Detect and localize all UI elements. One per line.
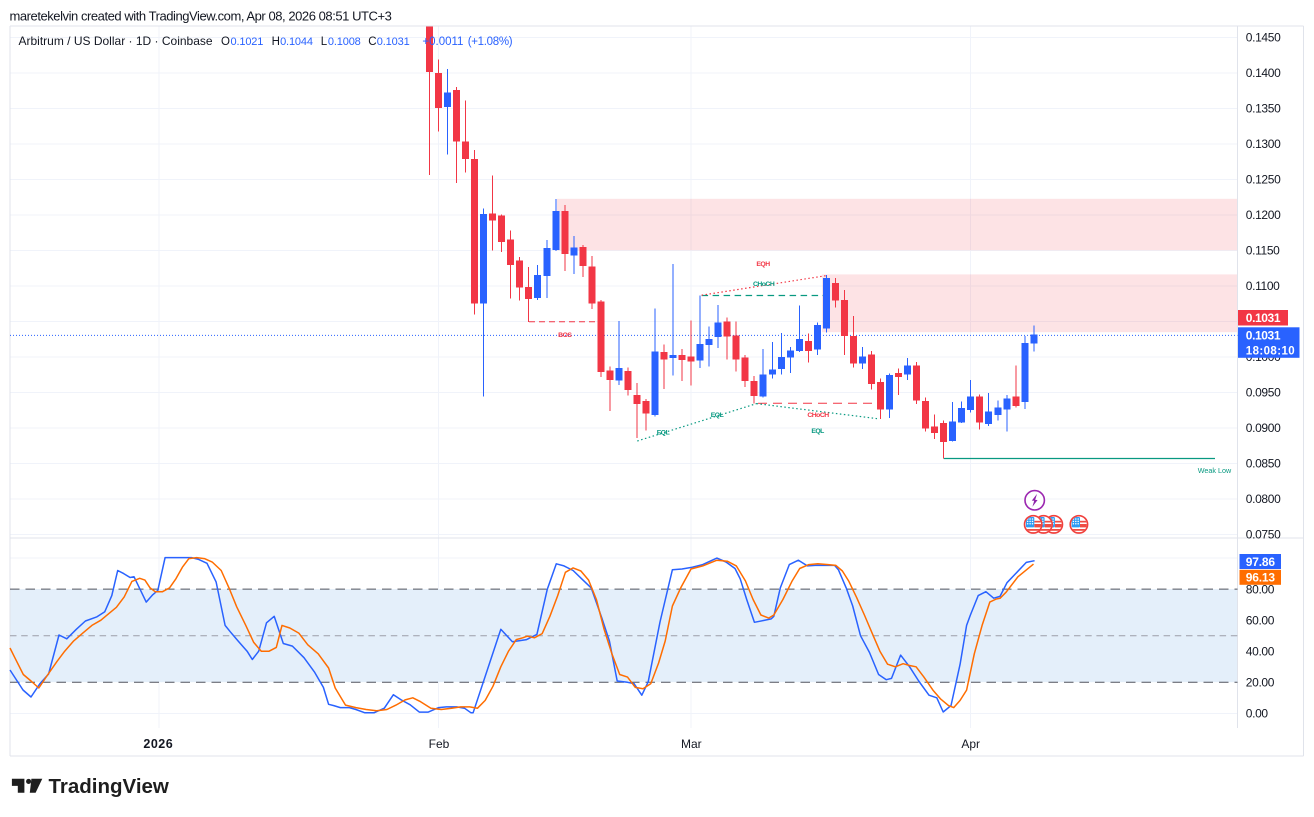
svg-text:BOS: BOS [558, 332, 572, 339]
svg-text:97.86: 97.86 [1246, 555, 1276, 569]
svg-text:0.00: 0.00 [1246, 707, 1269, 721]
svg-text:0.1350: 0.1350 [1246, 102, 1281, 116]
svg-text:18:08:10: 18:08:10 [1246, 345, 1295, 357]
svg-text:EQL: EQL [711, 412, 724, 419]
svg-text:Feb: Feb [429, 737, 450, 751]
svg-text:0.1150: 0.1150 [1246, 244, 1280, 258]
svg-text:+0.0011: +0.0011 [422, 36, 463, 48]
svg-text:CHoCH: CHoCH [753, 281, 775, 288]
svg-text:TradingView: TradingView [49, 775, 169, 798]
svg-text:(+1.08%): (+1.08%) [468, 36, 513, 48]
svg-text:0.1044: 0.1044 [280, 36, 313, 48]
svg-text:0.1300: 0.1300 [1246, 137, 1281, 151]
svg-text:0.0800: 0.0800 [1246, 492, 1281, 506]
svg-text:0.1031: 0.1031 [1246, 329, 1281, 343]
svg-text:maretekelvin created with Trad: maretekelvin created with TradingView.co… [10, 9, 392, 24]
svg-text:0.0950: 0.0950 [1246, 386, 1281, 400]
svg-text:40.00: 40.00 [1246, 645, 1275, 659]
svg-text:0.1031: 0.1031 [1246, 311, 1281, 325]
svg-text:EQL: EQL [811, 428, 824, 435]
svg-text:0.1100: 0.1100 [1246, 279, 1280, 293]
svg-text:CHoCH: CHoCH [807, 412, 829, 419]
svg-text:80.00: 80.00 [1246, 582, 1275, 596]
svg-text:L: L [321, 36, 328, 48]
svg-text:O: O [221, 36, 230, 48]
svg-text:0.1021: 0.1021 [231, 36, 264, 48]
svg-text:0.1400: 0.1400 [1246, 66, 1281, 80]
svg-text:Mar: Mar [681, 737, 702, 751]
svg-text:Arbitrum / US Dollar · 1D · Co: Arbitrum / US Dollar · 1D · Coinbase [19, 34, 213, 48]
svg-text:60.00: 60.00 [1246, 613, 1275, 627]
svg-text:Weak Low: Weak Low [1198, 466, 1232, 475]
svg-text:0.0900: 0.0900 [1246, 421, 1281, 435]
svg-text:0.1008: 0.1008 [328, 36, 361, 48]
svg-text:C: C [368, 36, 376, 48]
svg-text:2026: 2026 [143, 737, 173, 751]
svg-text:Apr: Apr [961, 737, 980, 751]
svg-text:0.0750: 0.0750 [1246, 528, 1281, 542]
svg-text:EQL: EQL [657, 430, 670, 437]
svg-text:0.1450: 0.1450 [1246, 31, 1281, 45]
svg-text:0.1031: 0.1031 [377, 36, 410, 48]
svg-text:20.00: 20.00 [1246, 676, 1275, 690]
svg-text:0.1250: 0.1250 [1246, 173, 1281, 187]
svg-text:96.13: 96.13 [1246, 571, 1276, 585]
svg-text:EQH: EQH [756, 261, 770, 268]
svg-text:H: H [272, 36, 280, 48]
svg-text:0.1200: 0.1200 [1246, 208, 1281, 222]
svg-text:0.0850: 0.0850 [1246, 457, 1281, 471]
